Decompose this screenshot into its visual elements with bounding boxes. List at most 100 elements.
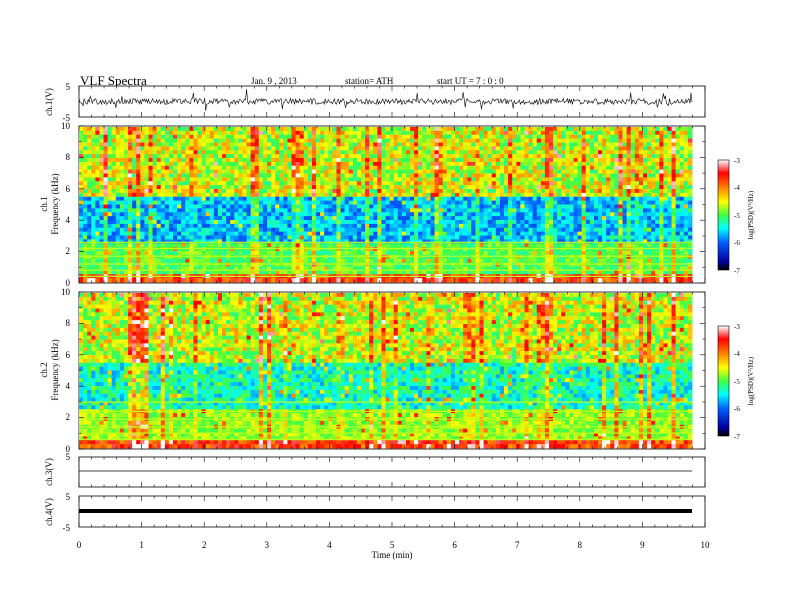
spectrogram-cell — [266, 212, 272, 217]
spectrogram-cell — [230, 154, 235, 159]
spectrogram-cell — [144, 247, 149, 252]
spectrogram-cell — [446, 247, 452, 252]
spectrogram-cell — [271, 247, 276, 252]
spectrogram-cell — [463, 247, 468, 252]
spectrogram-cell — [561, 239, 566, 244]
spectrogram-cell — [430, 196, 435, 202]
ch1-waveform-frame — [78, 85, 706, 118]
spectrogram-cell — [540, 270, 546, 275]
spectrogram-cell — [446, 138, 452, 143]
spectrogram-cell — [222, 247, 227, 252]
spectrogram-cell — [426, 251, 431, 256]
spectrogram-cell — [217, 158, 223, 163]
spectrogram-cell — [369, 158, 374, 163]
chart-title: VLF Spectra — [80, 73, 147, 88]
spectrogram-cell — [303, 247, 309, 252]
spectrogram-cell — [520, 239, 525, 244]
spectrogram-cell — [499, 177, 505, 182]
spectrogram-cell — [377, 173, 382, 178]
spectrogram-cell — [213, 158, 219, 163]
spectrogram-cell — [99, 173, 104, 178]
spectrogram-cell — [209, 223, 215, 229]
spectrogram-cell — [213, 150, 219, 155]
spectrogram-cell — [520, 212, 525, 217]
spectrogram-cell — [132, 216, 137, 221]
spectrogram-cell — [107, 204, 113, 209]
spectrogram-cell — [91, 192, 96, 198]
spectrogram-cell — [128, 142, 133, 147]
spectrogram-cell — [123, 251, 129, 256]
spectrogram-cell — [573, 223, 578, 229]
spectrogram-cell — [115, 251, 121, 256]
spectrogram-cell — [238, 220, 243, 225]
spectrogram-cell — [565, 278, 570, 283]
spectrogram-cell — [328, 247, 333, 252]
spectrogram-cell — [332, 239, 337, 244]
spectrogram-cell — [128, 212, 133, 217]
spectrogram-cell — [181, 185, 186, 190]
spectrogram-cell — [83, 204, 88, 209]
spectrogram-cell — [295, 161, 301, 167]
spectrogram-cell — [544, 200, 550, 205]
spectrogram-cell — [450, 158, 456, 163]
spectrogram-cell — [303, 231, 309, 236]
spectrogram-cell — [365, 200, 370, 205]
spectrogram-cell — [499, 185, 505, 190]
spectrogram-cell — [524, 173, 529, 178]
spectrogram-cell — [287, 185, 292, 190]
spectrogram-cell — [258, 150, 264, 155]
spectrogram-cell — [393, 258, 399, 264]
spectrogram-cell — [328, 258, 333, 264]
spectrogram-cell — [324, 165, 329, 171]
spectrogram-cell — [91, 134, 96, 140]
spectrogram-cell — [258, 231, 264, 236]
spectrogram-cell — [307, 146, 313, 151]
spectrogram-cell — [405, 200, 411, 205]
spectrogram-cell — [132, 127, 137, 132]
spectrogram-cell — [213, 208, 219, 213]
spectrogram-cell — [344, 243, 350, 248]
spectrogram-cell — [557, 158, 562, 163]
spectrogram-cell — [307, 200, 313, 205]
spectrogram-cell — [389, 185, 395, 190]
spectrogram-cell — [140, 169, 145, 174]
spectrogram-cell — [83, 177, 88, 182]
spectrogram-cell — [352, 278, 358, 283]
spectrogram-cell — [544, 212, 550, 217]
spectrogram-cell — [226, 142, 231, 147]
spectrogram-cell — [491, 239, 497, 244]
spectrogram-cell — [414, 130, 419, 136]
spectrogram-cell — [148, 154, 153, 159]
spectrogram-cell — [242, 146, 247, 151]
spectrogram-cell — [393, 262, 399, 267]
spectrogram-cell — [479, 243, 484, 248]
spectrogram-cell — [324, 262, 329, 267]
spectrogram-cell — [250, 161, 256, 167]
spectrogram-cell — [205, 134, 211, 140]
spectrogram-cell — [217, 235, 223, 240]
spectrogram-cell — [266, 196, 272, 202]
spectrogram-cell — [103, 227, 109, 233]
spectrogram-cell — [569, 212, 574, 217]
spectrogram-cell — [389, 270, 395, 275]
spectrogram-cell — [495, 177, 501, 182]
spectrogram-cell — [295, 278, 301, 283]
spectrogram-cell — [450, 185, 456, 190]
spectrogram-cell — [123, 169, 129, 174]
spectrogram-cell — [136, 220, 141, 225]
spectrogram-cell — [397, 154, 403, 159]
spectrogram-cell — [397, 235, 403, 240]
spectrogram-cell — [299, 208, 305, 213]
spectrogram-cell — [222, 262, 227, 267]
spectrogram-cell — [520, 161, 525, 167]
spectrogram-cell — [471, 165, 476, 171]
spectrogram-cell — [414, 216, 419, 221]
spectrogram-cell — [336, 130, 341, 136]
spectrogram-cell — [132, 146, 137, 151]
spectrogram-cell — [303, 189, 309, 194]
spectrogram-cell — [581, 150, 587, 155]
spectrogram-cell — [454, 127, 460, 132]
spectrogram-cell — [287, 227, 292, 233]
spectrogram-cell — [332, 165, 337, 171]
spectrogram-cell — [177, 138, 182, 143]
